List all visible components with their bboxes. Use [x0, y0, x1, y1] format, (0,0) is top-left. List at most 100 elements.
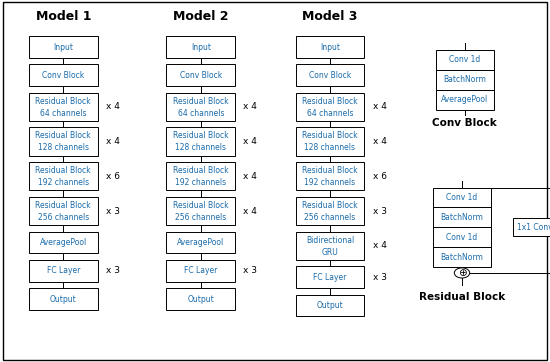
- Text: Bidirectional: Bidirectional: [306, 236, 354, 245]
- Text: Conv 1d: Conv 1d: [449, 55, 480, 64]
- Text: Output: Output: [188, 295, 214, 303]
- FancyBboxPatch shape: [436, 90, 494, 110]
- FancyBboxPatch shape: [166, 162, 235, 190]
- Text: Residual Block: Residual Block: [35, 97, 91, 106]
- Text: Model 1: Model 1: [36, 10, 91, 23]
- FancyBboxPatch shape: [436, 50, 494, 70]
- Text: Residual Block: Residual Block: [35, 166, 91, 175]
- FancyBboxPatch shape: [296, 232, 364, 260]
- FancyBboxPatch shape: [166, 260, 235, 282]
- FancyBboxPatch shape: [29, 93, 98, 121]
- Text: Conv 1d: Conv 1d: [447, 193, 477, 202]
- Text: 192 channels: 192 channels: [38, 178, 89, 187]
- Text: 128 channels: 128 channels: [175, 143, 226, 152]
- Text: x 6: x 6: [373, 172, 387, 181]
- Text: 64 channels: 64 channels: [178, 109, 224, 118]
- Text: Output: Output: [317, 301, 343, 310]
- Text: 256 channels: 256 channels: [37, 213, 89, 222]
- FancyBboxPatch shape: [513, 218, 550, 236]
- Text: 256 channels: 256 channels: [304, 213, 356, 222]
- Text: x 6: x 6: [106, 172, 120, 181]
- Text: x 3: x 3: [373, 207, 387, 215]
- Text: x 3: x 3: [373, 273, 387, 282]
- Circle shape: [454, 268, 470, 278]
- Text: x 4: x 4: [243, 172, 257, 181]
- Text: Residual Block: Residual Block: [35, 131, 91, 140]
- FancyBboxPatch shape: [296, 266, 364, 288]
- FancyBboxPatch shape: [433, 247, 491, 267]
- Text: BatchNorm: BatchNorm: [441, 213, 483, 222]
- FancyBboxPatch shape: [29, 127, 98, 156]
- Text: x 4: x 4: [243, 137, 257, 146]
- Text: Input: Input: [53, 43, 73, 51]
- Text: 1x1 Conv: 1x1 Conv: [517, 223, 550, 232]
- Text: Residual Block: Residual Block: [302, 166, 358, 175]
- Text: Conv 1d: Conv 1d: [447, 233, 477, 242]
- Text: ⊕: ⊕: [458, 268, 466, 278]
- Text: FC Layer: FC Layer: [47, 266, 80, 275]
- Text: Residual Block: Residual Block: [173, 201, 229, 210]
- Text: Conv Block: Conv Block: [309, 71, 351, 80]
- FancyBboxPatch shape: [296, 295, 364, 316]
- Text: Model 2: Model 2: [173, 10, 228, 23]
- Text: Input: Input: [320, 43, 340, 51]
- FancyBboxPatch shape: [29, 197, 98, 225]
- Text: 192 channels: 192 channels: [305, 178, 355, 187]
- Text: Residual Block: Residual Block: [173, 166, 229, 175]
- FancyBboxPatch shape: [166, 93, 235, 121]
- Text: x 4: x 4: [373, 137, 387, 146]
- FancyBboxPatch shape: [166, 232, 235, 253]
- Text: FC Layer: FC Layer: [314, 273, 346, 282]
- Text: 128 channels: 128 channels: [38, 143, 89, 152]
- Text: x 4: x 4: [106, 102, 120, 111]
- Text: Output: Output: [50, 295, 76, 303]
- Text: Residual Block: Residual Block: [302, 131, 358, 140]
- FancyBboxPatch shape: [166, 197, 235, 225]
- Text: Conv Block: Conv Block: [180, 71, 222, 80]
- FancyBboxPatch shape: [29, 64, 98, 86]
- Text: Input: Input: [191, 43, 211, 51]
- FancyBboxPatch shape: [166, 288, 235, 310]
- Text: Residual Block: Residual Block: [35, 201, 91, 210]
- Text: AveragePool: AveragePool: [177, 238, 224, 247]
- Text: 256 channels: 256 channels: [175, 213, 227, 222]
- FancyBboxPatch shape: [436, 70, 494, 90]
- FancyBboxPatch shape: [29, 288, 98, 310]
- Text: BatchNorm: BatchNorm: [441, 253, 483, 262]
- Text: Residual Block: Residual Block: [302, 201, 358, 210]
- Text: Residual Block: Residual Block: [419, 292, 505, 302]
- Text: 64 channels: 64 channels: [40, 109, 86, 118]
- FancyBboxPatch shape: [3, 2, 547, 360]
- FancyBboxPatch shape: [296, 197, 364, 225]
- Text: 64 channels: 64 channels: [307, 109, 353, 118]
- FancyBboxPatch shape: [166, 64, 235, 86]
- FancyBboxPatch shape: [433, 227, 491, 247]
- Text: Conv Block: Conv Block: [42, 71, 84, 80]
- FancyBboxPatch shape: [296, 127, 364, 156]
- FancyBboxPatch shape: [433, 188, 491, 207]
- FancyBboxPatch shape: [29, 36, 98, 58]
- Text: Conv Block: Conv Block: [432, 118, 497, 128]
- Text: x 4: x 4: [373, 102, 387, 111]
- Text: x 4: x 4: [106, 137, 120, 146]
- Text: x 3: x 3: [106, 266, 120, 275]
- Text: Residual Block: Residual Block: [302, 97, 358, 106]
- FancyBboxPatch shape: [296, 162, 364, 190]
- FancyBboxPatch shape: [29, 260, 98, 282]
- FancyBboxPatch shape: [296, 36, 364, 58]
- Text: Residual Block: Residual Block: [173, 131, 229, 140]
- FancyBboxPatch shape: [433, 207, 491, 227]
- Text: GRU: GRU: [322, 248, 338, 257]
- FancyBboxPatch shape: [29, 232, 98, 253]
- Text: x 4: x 4: [243, 207, 257, 215]
- Text: Model 3: Model 3: [302, 10, 358, 23]
- Text: FC Layer: FC Layer: [184, 266, 217, 275]
- Text: 128 channels: 128 channels: [305, 143, 355, 152]
- Text: AveragePool: AveragePool: [40, 238, 87, 247]
- Text: x 3: x 3: [106, 207, 120, 215]
- Text: Residual Block: Residual Block: [173, 97, 229, 106]
- FancyBboxPatch shape: [166, 127, 235, 156]
- FancyBboxPatch shape: [29, 162, 98, 190]
- FancyBboxPatch shape: [296, 93, 364, 121]
- Text: 192 channels: 192 channels: [175, 178, 226, 187]
